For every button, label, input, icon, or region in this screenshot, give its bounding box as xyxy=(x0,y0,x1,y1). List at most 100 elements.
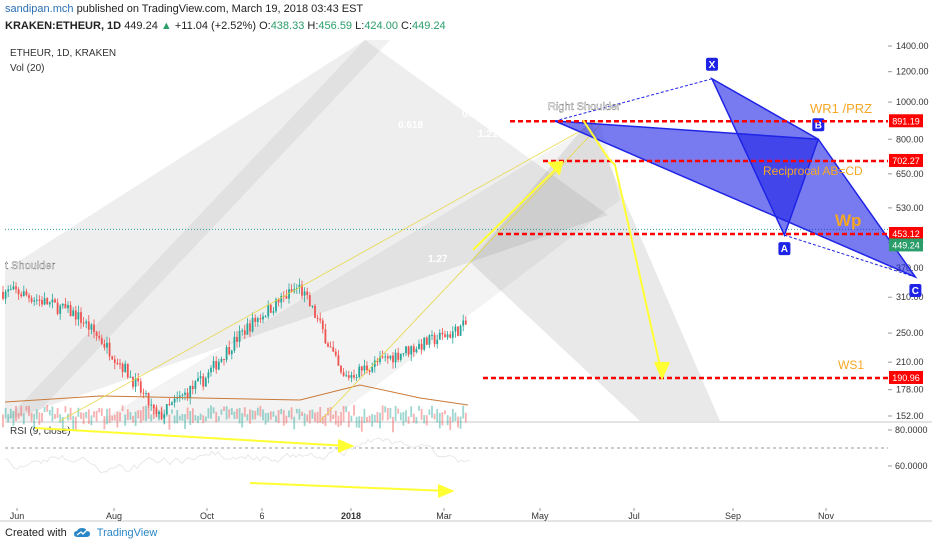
candle-body xyxy=(446,334,449,338)
time-axis-bg xyxy=(0,508,932,520)
volume-bar xyxy=(181,413,184,421)
candle-body xyxy=(394,352,397,363)
right-shoulder-label: Right Shoulder xyxy=(548,101,621,113)
volume-bar xyxy=(418,405,420,411)
candle-body xyxy=(249,323,251,332)
candle-body xyxy=(230,350,233,355)
publish-line: sandipan.mch published on TradingView.co… xyxy=(5,3,363,15)
volume-bar xyxy=(38,412,41,425)
candle-body xyxy=(267,304,270,317)
candle-body xyxy=(412,346,415,353)
candle-body xyxy=(238,330,241,342)
candle-body xyxy=(210,367,212,373)
arrow-line xyxy=(582,119,663,376)
volume-bar xyxy=(80,412,82,420)
candle-body xyxy=(178,395,181,398)
volume-bar xyxy=(4,407,7,419)
candle-body xyxy=(347,375,350,378)
volume-bar xyxy=(64,406,67,413)
volume-bar xyxy=(236,408,238,419)
candle-body xyxy=(441,332,444,335)
volume-bar xyxy=(280,408,283,415)
volume-bar xyxy=(389,407,392,419)
volume-bar xyxy=(337,415,340,428)
candle-body xyxy=(22,291,25,297)
candle-body xyxy=(48,302,51,305)
pattern-point-label: C xyxy=(912,286,919,297)
volume-bar xyxy=(316,411,319,424)
candle-body xyxy=(428,335,431,345)
candle-body xyxy=(264,316,267,318)
volume-bar xyxy=(425,415,428,426)
candle-body xyxy=(220,358,223,362)
volume-bar xyxy=(171,409,173,414)
volume-bar xyxy=(67,413,69,421)
volume-bar xyxy=(267,412,270,422)
candle-body xyxy=(418,343,420,350)
candle-body xyxy=(139,381,142,393)
candle-body xyxy=(332,347,335,352)
low-value: 424.00 xyxy=(364,20,398,32)
candle-body xyxy=(69,305,72,317)
volume-bar xyxy=(12,410,15,426)
fib-ratio-label: 0.618 xyxy=(398,120,423,131)
rsi-line xyxy=(4,437,471,474)
arrow-line xyxy=(472,164,561,251)
candle-body xyxy=(319,318,322,321)
volume-bar xyxy=(301,411,303,416)
candle-body xyxy=(168,404,171,406)
volume-bar xyxy=(290,407,293,420)
volume-bar xyxy=(48,409,51,416)
volume-bar xyxy=(124,414,127,426)
candle-body xyxy=(397,352,400,360)
tradingview-logo-icon xyxy=(73,528,90,537)
candle-body xyxy=(246,323,249,335)
volume-bar xyxy=(145,405,147,422)
price-axis-label: 250.00 xyxy=(896,328,924,338)
candle-body xyxy=(142,392,145,394)
price-axis-label: 800.00 xyxy=(896,134,924,144)
volume-bar xyxy=(61,416,64,432)
rsi-axis-label: 80.0000 xyxy=(895,425,928,435)
high-value: 456.59 xyxy=(318,20,353,32)
candle-body xyxy=(4,291,7,299)
volume-bar xyxy=(285,415,288,424)
volume-bar xyxy=(147,406,150,419)
candle-body xyxy=(129,376,132,378)
volume-bar xyxy=(327,407,329,416)
price-axis-label: 178.00 xyxy=(896,385,924,395)
candle-body xyxy=(358,366,361,378)
candle-body xyxy=(106,342,108,348)
candle-body xyxy=(184,392,186,395)
open-label: O: xyxy=(259,20,271,32)
candle-body xyxy=(95,331,98,337)
candle-body xyxy=(353,375,355,378)
author-link[interactable]: sandipan.mch xyxy=(5,3,74,15)
candle-body xyxy=(298,284,301,289)
candle-body xyxy=(77,312,80,320)
candle-body xyxy=(373,360,376,367)
candle-body xyxy=(87,321,90,330)
candles xyxy=(2,278,467,433)
volume-bar xyxy=(381,405,384,421)
volume-bar xyxy=(56,408,59,418)
volume-bar xyxy=(17,413,20,419)
price-mark-label: 190.96 xyxy=(892,373,920,383)
tradingview-brand[interactable]: TradingView xyxy=(96,527,158,539)
price-mark-label: 891.19 xyxy=(892,116,920,126)
volume-bar xyxy=(228,409,231,419)
volume-bar xyxy=(282,410,285,426)
pattern-point-badge xyxy=(909,284,922,298)
volume-bar xyxy=(254,410,257,420)
candle-body xyxy=(311,305,314,307)
candle-body xyxy=(228,347,231,355)
volume-ma-line xyxy=(4,384,469,406)
price-axis-label: 210.00 xyxy=(896,357,924,367)
volume-bar xyxy=(225,406,228,420)
candle-body xyxy=(254,317,257,322)
candle-body xyxy=(186,392,189,399)
volume-bar xyxy=(251,410,254,420)
projection-arrows xyxy=(472,119,670,381)
candle-body xyxy=(72,310,75,317)
